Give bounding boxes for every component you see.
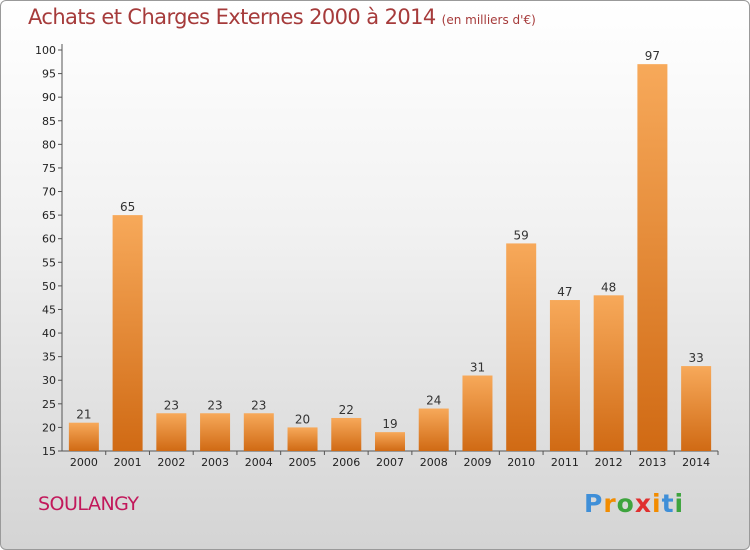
bar [287, 427, 318, 451]
data-label: 97 [645, 49, 660, 63]
logo-letter: o [616, 489, 635, 518]
y-tick-label: 95 [42, 68, 56, 81]
data-label: 33 [688, 351, 703, 365]
y-tick-label: 25 [42, 398, 56, 411]
data-label: 47 [557, 285, 572, 299]
bar [593, 295, 624, 451]
data-label: 20 [295, 412, 310, 426]
y-tick-label: 90 [42, 91, 56, 104]
y-tick-label: 35 [42, 351, 56, 364]
bar [418, 408, 449, 451]
x-tick-label: 2009 [463, 456, 491, 469]
x-tick-label: 2010 [507, 456, 535, 469]
x-tick-label: 2001 [114, 456, 142, 469]
y-tick-label: 70 [42, 186, 56, 199]
data-label: 22 [339, 403, 354, 417]
data-label: 48 [601, 280, 616, 294]
y-tick-label: 60 [42, 233, 56, 246]
y-tick-label: 40 [42, 327, 56, 340]
bar [243, 413, 274, 451]
x-tick-label: 2005 [289, 456, 317, 469]
logo-letter: P [584, 489, 604, 518]
x-tick-label: 2000 [70, 456, 98, 469]
bar [331, 417, 362, 451]
y-tick-label: 85 [42, 115, 56, 128]
y-tick-label: 100 [35, 44, 56, 57]
data-label: 21 [76, 408, 91, 422]
bar [375, 432, 405, 451]
bar [200, 413, 231, 451]
town-name: SOULANGY [38, 493, 139, 515]
x-tick-label: 2014 [682, 456, 710, 469]
bar [637, 64, 668, 451]
x-tick-label: 2007 [376, 456, 404, 469]
unit-label: (en milliers d'€) [441, 13, 536, 27]
x-tick-label: 2006 [332, 456, 360, 469]
chart-title: Achats et Charges Externes 2000 à 2014 (e… [28, 5, 536, 29]
data-label: 23 [164, 398, 179, 412]
x-tick-label: 2012 [595, 456, 623, 469]
bar [156, 413, 187, 451]
y-tick-label: 55 [42, 256, 56, 269]
logo-letter: t [661, 489, 675, 518]
logo-letter: i [674, 489, 685, 518]
bar [506, 243, 537, 451]
y-tick-label: 50 [42, 280, 56, 293]
y-tick-label: 30 [42, 374, 56, 387]
y-tick-label: 80 [42, 138, 56, 151]
x-tick-label: 2003 [201, 456, 229, 469]
bar [112, 215, 143, 451]
data-label: 65 [120, 200, 135, 214]
y-tick-label: 75 [42, 162, 56, 175]
y-tick-label: 20 [42, 421, 56, 434]
bar [462, 375, 493, 451]
data-label: 23 [251, 398, 266, 412]
bar [549, 300, 580, 451]
x-tick-label: 2008 [420, 456, 448, 469]
data-label: 24 [426, 394, 441, 408]
bar [681, 366, 712, 451]
x-tick-label: 2013 [638, 456, 666, 469]
data-label: 31 [470, 361, 485, 375]
data-label: 23 [207, 398, 222, 412]
x-tick-label: 2011 [551, 456, 579, 469]
x-tick-label: 2004 [245, 456, 273, 469]
data-label: 19 [382, 417, 397, 431]
data-label: 59 [514, 228, 529, 242]
x-tick-label: 2002 [157, 456, 185, 469]
y-tick-label: 15 [42, 445, 56, 458]
y-tick-label: 45 [42, 303, 56, 316]
logo-letter: i [652, 489, 662, 518]
bar [68, 422, 99, 451]
logo-letter: r [603, 489, 617, 518]
y-tick-label: 65 [42, 209, 56, 222]
logo-letter: x [634, 489, 652, 518]
proxiti-logo: Proxiti [584, 489, 684, 518]
